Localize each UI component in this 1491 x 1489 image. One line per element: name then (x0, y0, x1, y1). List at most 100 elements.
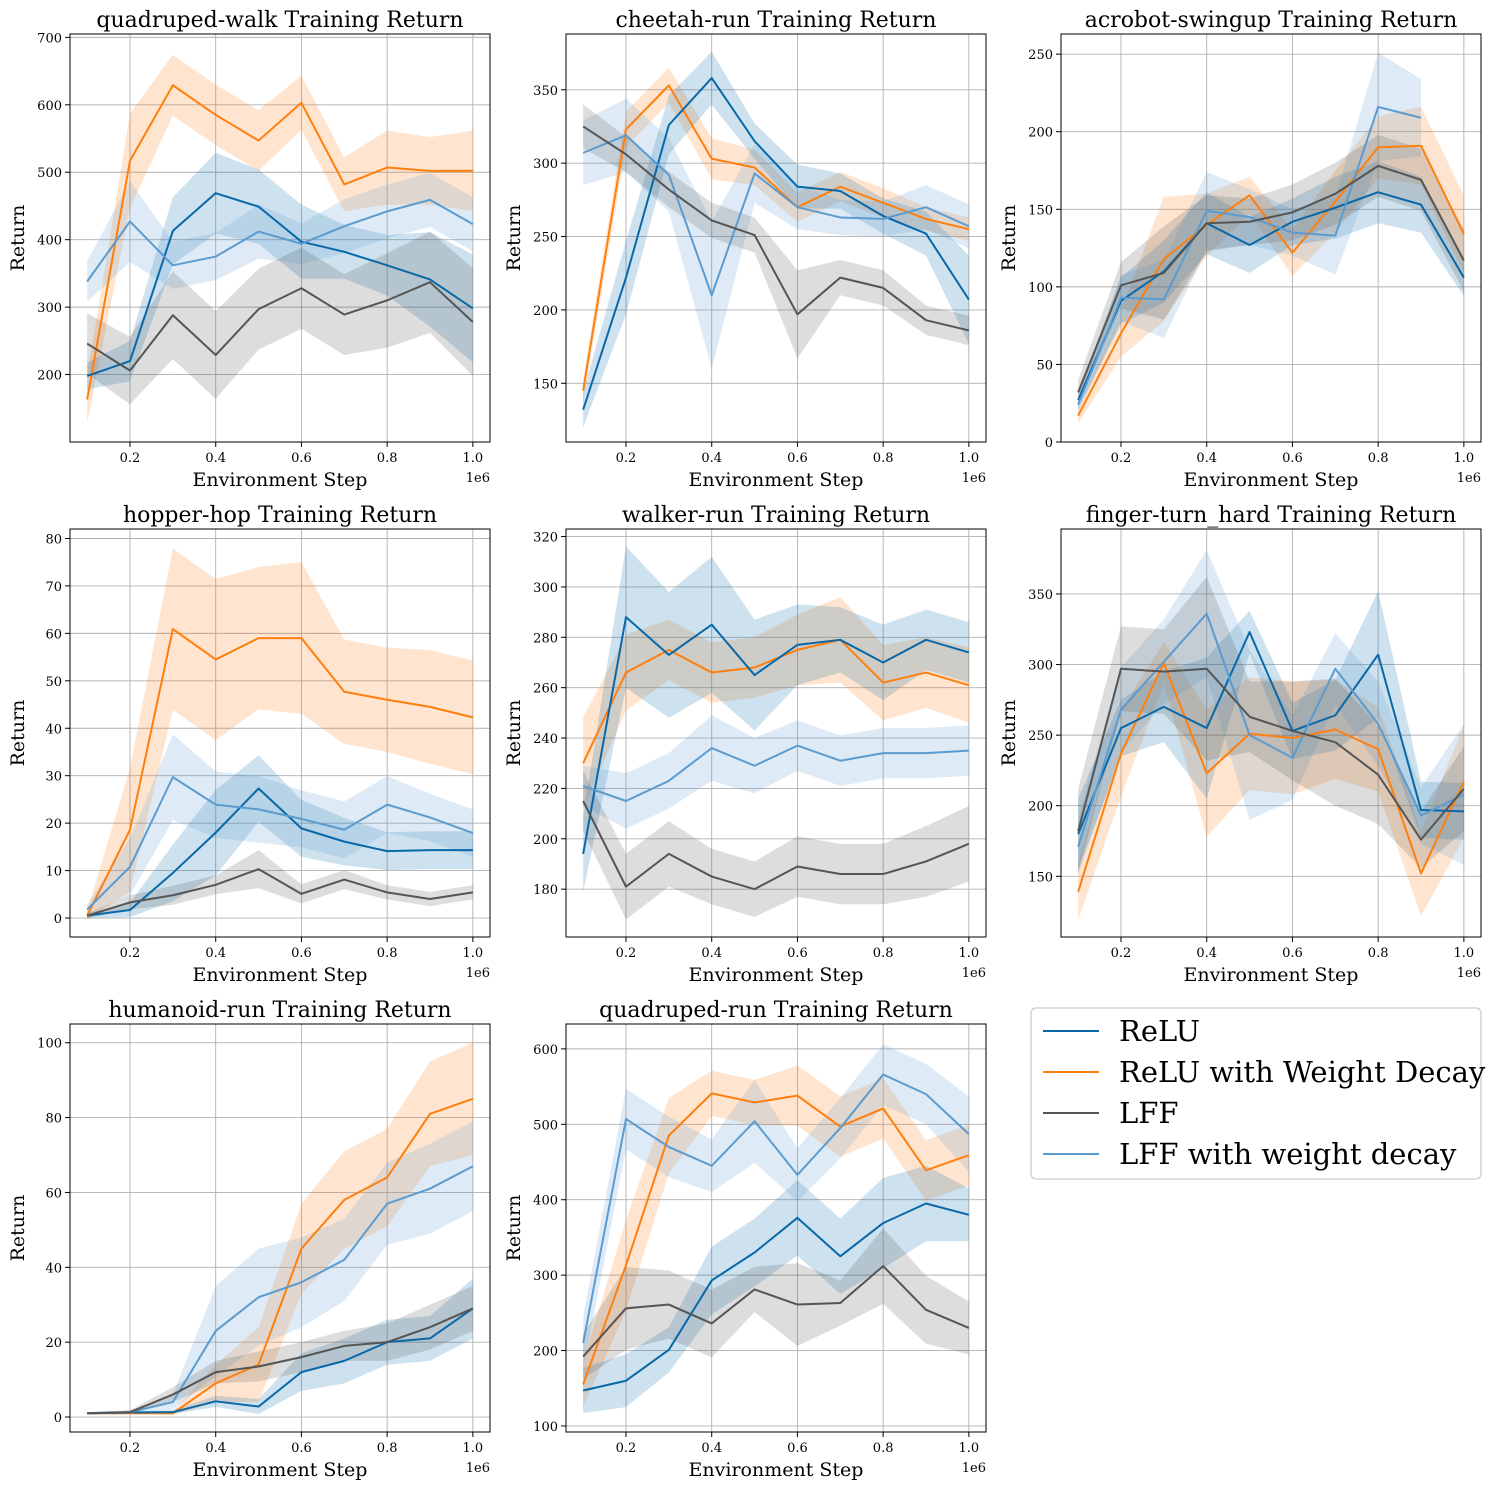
y-tick-label: 30 (45, 770, 62, 785)
line-lff-with-weight-decay (582, 1073, 970, 1344)
line-relu (582, 1202, 970, 1392)
y-tick-label: 40 (45, 722, 62, 737)
subplot-grid: 0.2 0.4 0.6 0.8 1.02003004005006007001e6Envi… (7, 8, 1482, 1481)
x-tick-label: 0.6 (1282, 451, 1303, 466)
line-relu (1077, 631, 1464, 835)
band-lff (583, 104, 969, 359)
y-tick-label: 600 (533, 1043, 558, 1058)
y-axis-label: Return (7, 1195, 29, 1262)
x-offset-label: 1e6 (466, 471, 490, 486)
y-axis-label: Return (7, 700, 29, 767)
line-lff (1077, 164, 1465, 393)
band-lff (1078, 134, 1464, 405)
subplot-title: walker-run Training Return (622, 503, 930, 528)
x-tick-label: 0.6 (291, 1441, 312, 1456)
subplot-cheetah-run: 0.2 0.4 0.6 0.8 1.0 150 200 250 300 350 1e6 Environ… (503, 8, 987, 491)
subplot-quadruped-run: 0.2 0.4 0.6 0.8 1.0 100 200 300 400 500 600 1e6 Envi… (503, 998, 987, 1481)
subplot-title: quadruped-walk Training Return (96, 8, 463, 33)
band-relu (87, 755, 473, 919)
subplot-acrobot-swingup: 0.2 0.4 0.6 0.8 1.0 0 50 100 150 200 250 1e6 Environ… (998, 8, 1482, 491)
series-lines (86, 84, 474, 400)
x-tick-label: 1.0 (463, 1441, 484, 1456)
series-lines (582, 77, 970, 411)
y-tick-label: 80 (45, 532, 62, 547)
band-relu (1078, 161, 1464, 408)
x-offset-label: 1e6 (962, 966, 986, 981)
subplot-humanoid-run: 0.2 0.4 0.6 0.8 1.0 0 20 40 60 80 100 1e6 Environmen… (7, 998, 491, 1481)
line-lff-with-weight-decay (86, 198, 474, 283)
band-relu (87, 152, 473, 390)
line-lff (86, 868, 474, 917)
legend-label-lff: LFF (1119, 1096, 1179, 1130)
subplot-hopper-hop: 0.2 0.4 0.6 0.8 1.0 0 10 20 30 40 50 60 70 80 1e6 Envir… (7, 503, 491, 986)
line-relu-with-weight-decay (86, 628, 474, 917)
band-relu (1078, 591, 1464, 870)
x-tick-label: 0.2 (616, 946, 637, 961)
line-relu-with-weight-decay (582, 638, 970, 764)
y-axis-label: Return (7, 205, 29, 272)
x-axis-label: Environment Step (193, 964, 368, 986)
y-tick-label: 200 (533, 833, 558, 848)
line-lff (86, 281, 474, 372)
y-tick-label: 60 (45, 627, 62, 642)
band-lff (87, 850, 473, 919)
band-relu (583, 546, 969, 892)
axes-frame (1060, 33, 1482, 443)
line-lff (1077, 667, 1465, 841)
y-tick-label: 0 (54, 912, 62, 927)
y-tick-label: 50 (1036, 358, 1053, 373)
band-relu-with-weight-decay (87, 1042, 473, 1416)
band-lff-with-weight-decay (583, 715, 969, 829)
axes-frame (565, 33, 987, 443)
line-relu-with-weight-decay (86, 84, 473, 400)
line-lff-with-weight-decay (87, 1165, 474, 1415)
x-tick-label: 0.2 (120, 451, 141, 466)
band-lff-with-weight-decay (87, 1121, 473, 1415)
y-tick-label: 200 (37, 369, 62, 384)
band-lff (583, 1228, 969, 1380)
series-lines (582, 1073, 970, 1392)
x-tick-label: 0.8 (377, 946, 398, 961)
series-lines (1077, 612, 1465, 893)
y-tick-label: 250 (1028, 729, 1053, 744)
legend-entry-lff-weight-decay: LFF with weight decay (1043, 1137, 1457, 1171)
x-tick-label: 0.2 (616, 451, 637, 466)
x-tick-label: 0.4 (1196, 451, 1217, 466)
y-tick-label: 100 (37, 1037, 62, 1052)
confidence-bands (87, 1042, 473, 1416)
confidence-bands (1078, 52, 1464, 424)
line-lff (582, 1265, 970, 1358)
legend-entry-relu-weight-decay: ReLU with Weight Decay (1043, 1055, 1486, 1089)
x-tick-label: 0.6 (291, 451, 312, 466)
band-lff (583, 770, 969, 920)
x-tick-label: 0.8 (873, 1441, 894, 1456)
y-tick-label: 0 (54, 1411, 62, 1426)
y-axis-label: Return (503, 1195, 525, 1262)
x-axis-label: Environment Step (689, 469, 864, 491)
x-tick-label: 0.2 (120, 946, 141, 961)
legend-label-lff-weight-decay: LFF with weight decay (1119, 1137, 1457, 1171)
y-tick-label: 180 (533, 883, 558, 898)
y-tick-label: 60 (45, 1186, 62, 1201)
y-tick-label: 40 (45, 1261, 62, 1276)
line-lff-with-weight-decay (1077, 105, 1422, 406)
y-tick-label: 500 (533, 1118, 558, 1133)
band-lff-with-weight-decay (583, 98, 969, 369)
y-tick-label: 500 (37, 166, 62, 181)
x-tick-label: 0.2 (1111, 946, 1132, 961)
y-tick-label: 100 (1028, 281, 1053, 296)
legend: ReLU ReLU with Weight Decay LFF LFF with… (1030, 1007, 1486, 1180)
x-tick-label: 0.4 (205, 1441, 226, 1456)
x-tick-label: 0.8 (377, 451, 398, 466)
x-tick-label: 1.0 (1454, 451, 1475, 466)
y-tick-label: 240 (533, 732, 558, 747)
x-tick-label: 0.6 (787, 451, 808, 466)
subplot-quadruped-walk: 0.2 0.4 0.6 0.8 1.0 200 300 400 500 600 700 1e6 Envi… (7, 8, 491, 491)
x-tick-label: 1.0 (959, 946, 980, 961)
y-tick-label: 250 (533, 231, 558, 246)
line-relu-with-weight-decay (1077, 662, 1465, 893)
y-tick-label: 0 (1045, 436, 1053, 451)
band-relu-with-weight-decay (87, 54, 473, 424)
y-tick-label: 150 (1028, 203, 1053, 218)
y-tick-label: 250 (1028, 48, 1053, 63)
